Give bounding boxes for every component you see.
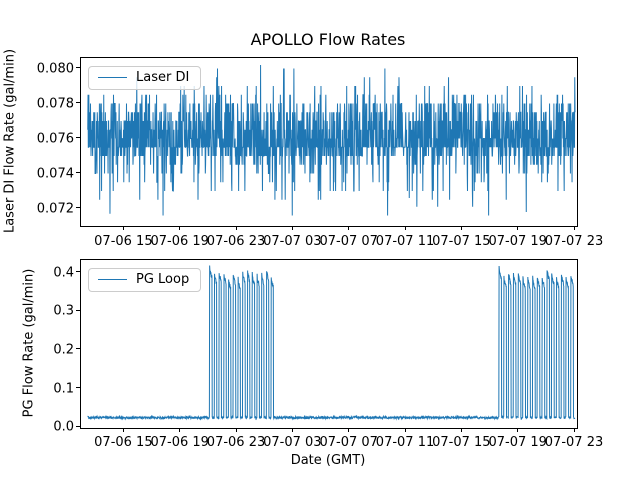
x-tick-label: 07-07 19	[488, 435, 547, 450]
y-tick-label: 0.078	[36, 96, 74, 111]
x-tick-mark	[235, 428, 237, 432]
y-tick-mark	[76, 271, 80, 273]
y-tick-mark	[76, 102, 80, 103]
x-tick-label: 07-07 15	[432, 435, 491, 450]
subplot-laser-di: Laser DI	[80, 57, 578, 227]
laser-di-series-plot	[87, 64, 576, 216]
x-tick-label: 07-07 11	[375, 435, 435, 450]
x-tick-mark	[235, 226, 237, 230]
x-tick-mark	[348, 428, 350, 432]
x-tick-mark	[460, 226, 462, 230]
x-tick-label: 07-07 07	[319, 435, 378, 450]
chart-title: APOLLO Flow Rates	[250, 30, 406, 49]
y-tick-label: 0.1	[53, 381, 74, 397]
x-tick-label: 07-06 15	[94, 234, 153, 249]
legend-label-pg-loop: PG Loop	[136, 272, 190, 287]
x-tick-label: 07-06 19	[150, 234, 209, 249]
x-tick-mark	[517, 226, 519, 230]
y-tick-label: 0.4	[53, 265, 74, 281]
legend-pg-loop: PG Loop	[88, 268, 202, 292]
y-tick-mark	[76, 309, 80, 311]
y-tick-mark	[76, 387, 80, 389]
y-tick-label: 0.076	[36, 131, 74, 146]
x-tick-mark	[460, 428, 462, 432]
subplot-pg-loop: PG Loop	[80, 259, 578, 429]
laser-di-line	[87, 64, 576, 216]
x-tick-mark	[179, 226, 181, 230]
y-tick-mark	[76, 137, 80, 138]
legend-line-sample	[98, 279, 127, 280]
pg-loop-line	[87, 265, 576, 421]
x-tick-label: 07-07 11	[375, 234, 435, 249]
x-tick-mark	[122, 428, 124, 432]
x-tick-mark	[122, 226, 124, 230]
y-tick-label: 0.074	[36, 166, 74, 181]
y-tick-label: 0.2	[53, 342, 74, 358]
x-tick-mark	[179, 428, 181, 432]
y-tick-label: 0.0	[53, 419, 74, 435]
x-tick-mark	[291, 226, 293, 230]
x-tick-mark	[291, 428, 293, 432]
y-tick-label: 0.3	[53, 303, 74, 319]
x-tick-label: 07-07 07	[319, 234, 378, 249]
x-tick-label: 07-07 19	[488, 234, 547, 249]
x-tick-label: 07-07 03	[263, 234, 322, 249]
x-tick-label: 07-07 03	[263, 435, 322, 450]
x-tick-label: 07-06 23	[206, 234, 266, 249]
ylabel-laser-di: Laser DI Flow Rate (gal/min)	[2, 48, 18, 234]
ylabel-pg-loop: PG Flow Rate (gal/min)	[21, 268, 37, 418]
x-tick-mark	[348, 226, 350, 230]
x-tick-mark	[573, 226, 575, 230]
y-tick-mark	[76, 348, 80, 350]
x-tick-label: 07-06 23	[206, 435, 266, 450]
x-tick-mark	[517, 428, 519, 432]
y-tick-mark	[76, 425, 80, 427]
x-tick-label: 07-07 23	[544, 435, 604, 450]
y-tick-label: 0.080	[36, 61, 74, 76]
legend-laser-di: Laser DI	[88, 66, 202, 90]
legend-line-sample	[98, 77, 127, 78]
x-tick-label: 07-06 19	[150, 435, 209, 450]
x-tick-mark	[573, 428, 575, 432]
pg-loop-series-plot	[87, 265, 576, 421]
y-tick-label: 0.072	[36, 201, 74, 216]
x-tick-label: 07-07 15	[432, 234, 491, 249]
y-tick-mark	[76, 207, 80, 208]
x-tick-mark	[404, 428, 406, 432]
y-tick-mark	[76, 172, 80, 173]
y-tick-mark	[76, 67, 80, 68]
x-tick-label: 07-06 15	[94, 435, 153, 450]
xlabel-date-gmt: Date (GMT)	[290, 453, 366, 468]
x-tick-label: 07-07 23	[544, 234, 604, 249]
x-tick-mark	[404, 226, 406, 230]
legend-label-laser-di: Laser DI	[136, 70, 190, 85]
